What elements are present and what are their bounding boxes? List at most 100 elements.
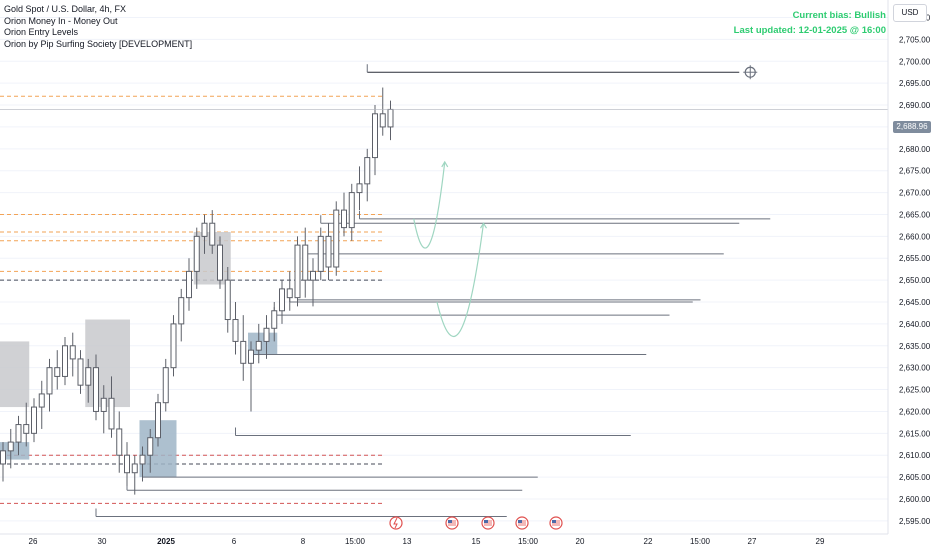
candle-body: [0, 450, 6, 465]
candle-body: [85, 367, 92, 386]
candle-body: [38, 393, 45, 408]
candle-body: [100, 397, 107, 412]
y-tick-label: 2,660.00: [899, 232, 931, 241]
candle-body: [7, 441, 14, 452]
candle-body: [162, 367, 169, 404]
x-tick-label: 26: [29, 537, 38, 546]
y-tick-label: 2,695.00: [899, 79, 931, 88]
supply-zone: [0, 341, 30, 408]
x-tick-label: 15:00: [690, 537, 711, 546]
candle-body: [131, 463, 138, 474]
x-tick-label: 27: [748, 537, 757, 546]
candle-body: [124, 454, 130, 474]
x-tick-label: 15:00: [518, 537, 539, 546]
symbol-title[interactable]: Gold Spot / U.S. Dollar, 4h, FX: [4, 4, 127, 14]
candle-body: [286, 288, 293, 299]
projection-arrow: [479, 222, 488, 229]
candle-body: [139, 454, 146, 465]
y-tick-label: 2,600.00: [899, 495, 931, 504]
candle-body: [31, 406, 37, 434]
flash-event-icon[interactable]: [389, 516, 403, 530]
candle-body: [232, 319, 239, 342]
candle-body: [302, 244, 309, 281]
y-tick-label: 2,610.00: [899, 451, 931, 460]
projection-curve: [413, 161, 446, 249]
indicator-entry-levels[interactable]: Orion Entry Levels: [4, 27, 79, 37]
candle-body: [372, 113, 378, 159]
us-flag-canton: [552, 520, 556, 523]
candle-body: [263, 327, 270, 342]
currency-button[interactable]: USD: [893, 4, 927, 22]
y-tick-label: 2,675.00: [899, 167, 931, 176]
y-tick-label: 2,620.00: [899, 407, 931, 416]
projection-curve: [436, 223, 485, 337]
x-tick-label: 15: [472, 537, 481, 546]
candle-body: [108, 397, 115, 430]
x-tick-label: 13: [403, 537, 412, 546]
y-tick-label: 2,680.00: [899, 145, 931, 154]
y-tick-label: 2,650.00: [899, 276, 931, 285]
candle-body: [317, 235, 324, 272]
us-flag-canton: [448, 520, 452, 523]
candle-body: [147, 437, 154, 456]
flash-event-icon-bolt: [393, 517, 398, 529]
y-tick-label: 2,615.00: [899, 429, 931, 438]
candle-body: [240, 340, 247, 364]
y-tick-label: 2,640.00: [899, 320, 931, 329]
candle-body: [46, 367, 53, 395]
candle-body: [364, 157, 371, 185]
candle-body: [93, 367, 99, 412]
legend: Gold Spot / U.S. Dollar, 4h, FX Orion Mo…: [4, 4, 192, 50]
candle-body: [217, 244, 223, 281]
demand-zone: [248, 332, 278, 355]
x-tick-label: 8: [301, 537, 306, 546]
x-tick-label: 15:00: [345, 537, 366, 546]
bias-text: Current bias: Bullish: [792, 10, 886, 21]
demand-zone: [0, 442, 30, 460]
bias-panel: Current bias: Bullish Last updated: 12-0…: [734, 8, 886, 38]
candle-body: [62, 345, 68, 377]
x-tick-label: 30: [98, 537, 107, 546]
candle-body: [224, 279, 231, 321]
candle-body: [379, 113, 386, 128]
x-tick-label: 20: [576, 537, 585, 546]
x-tick-label: 22: [644, 537, 653, 546]
candle-body: [116, 428, 123, 456]
projection-arrow: [441, 160, 449, 168]
candle-body: [310, 270, 316, 281]
candle-body: [170, 323, 177, 369]
candle-body: [178, 297, 185, 325]
y-tick-label: 2,645.00: [899, 298, 931, 307]
y-tick-label: 2,670.00: [899, 189, 931, 198]
us-flag-canton: [484, 520, 488, 523]
candle-body: [341, 209, 347, 229]
candle-body: [23, 424, 30, 434]
y-tick-label: 2,605.00: [899, 473, 931, 482]
y-tick-label: 2,630.00: [899, 364, 931, 373]
candle-body: [333, 209, 340, 268]
y-tick-label: 2,635.00: [899, 342, 931, 351]
x-tick-label: 6: [232, 537, 237, 546]
candle-body: [348, 192, 355, 229]
y-tick-label: 2,690.00: [899, 101, 931, 110]
candle-body: [255, 340, 262, 351]
indicator-money-in-out[interactable]: Orion Money In - Money Out: [4, 15, 118, 26]
candle-body: [294, 244, 301, 299]
candle-body: [69, 345, 76, 360]
candle-body: [15, 424, 22, 443]
candle-body: [279, 288, 285, 312]
last-price-label: 2,688.96: [893, 121, 931, 133]
y-tick-label: 2,595.00: [899, 517, 931, 526]
y-tick-label: 2,700.00: [899, 57, 931, 66]
candle-body: [271, 310, 278, 329]
indicator-pip-surfing[interactable]: Orion by Pip Surfing Society [DEVELOPMEN…: [4, 38, 193, 49]
y-tick-label: 2,625.00: [899, 386, 931, 395]
candle-body: [209, 222, 216, 246]
last-updated-text: Last updated: 12-01-2025 @ 16:00: [733, 25, 886, 36]
y-tick-label: 2,705.00: [899, 35, 931, 44]
candle-body: [77, 358, 84, 386]
candle-body: [201, 222, 208, 237]
candle-body: [193, 235, 200, 272]
